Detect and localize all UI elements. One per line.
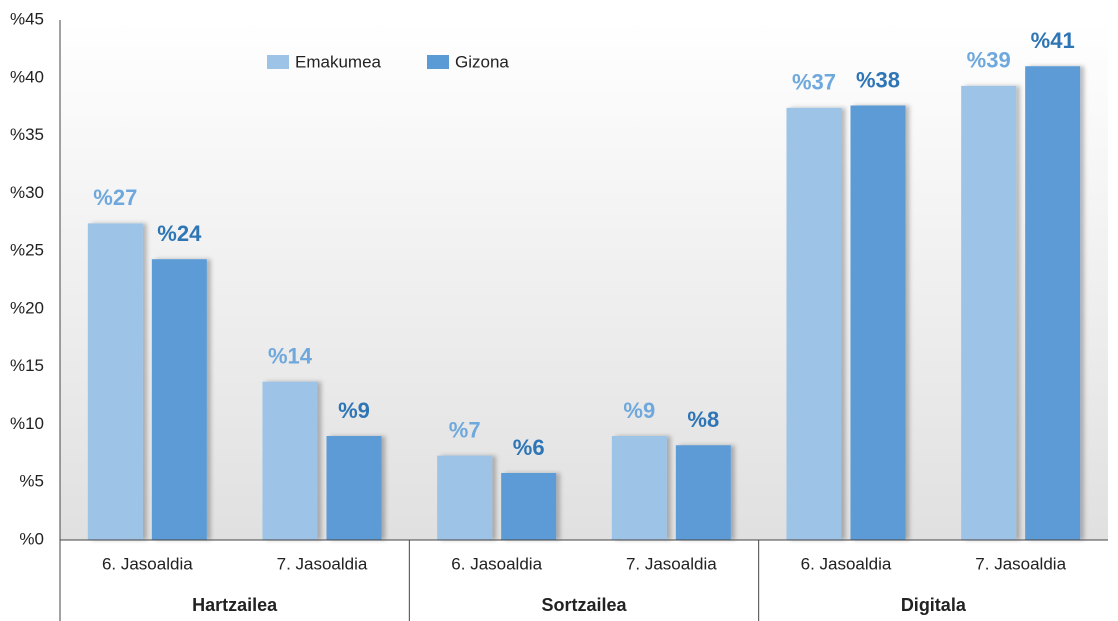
bar [437, 455, 493, 540]
group-label: Sortzailea [541, 595, 627, 615]
value-label: %14 [268, 344, 313, 369]
y-tick-label: %35 [10, 125, 44, 144]
value-label: %38 [856, 67, 900, 92]
bar [262, 381, 318, 540]
bar [611, 436, 667, 540]
bar [87, 223, 143, 540]
value-label: %37 [792, 70, 836, 95]
bar [961, 85, 1017, 540]
value-label: %27 [93, 185, 137, 210]
x-tick-label: 7. Jasoaldia [626, 554, 717, 573]
y-tick-label: %5 [19, 472, 44, 491]
group-label: Digitala [901, 595, 967, 615]
value-label: %24 [157, 221, 202, 246]
x-tick-label: 6. Jasoaldia [102, 554, 193, 573]
legend-label: Emakumea [295, 52, 382, 71]
x-tick-label: 7. Jasoaldia [277, 554, 368, 573]
value-label: %39 [967, 48, 1011, 73]
value-label: %7 [449, 417, 481, 442]
plot-area [60, 20, 1108, 540]
value-label: %8 [687, 407, 719, 432]
y-tick-label: %10 [10, 414, 44, 433]
bar [850, 105, 906, 540]
value-label: %41 [1031, 28, 1075, 53]
y-tick-label: %0 [19, 529, 44, 548]
y-tick-label: %15 [10, 356, 44, 375]
bar [501, 472, 557, 540]
bar [786, 107, 842, 541]
group-label: Hartzailea [192, 595, 278, 615]
bar [1025, 66, 1081, 540]
x-tick-label: 6. Jasoaldia [451, 554, 542, 573]
bar [675, 445, 731, 540]
legend-swatch [427, 55, 449, 69]
bar [326, 436, 382, 540]
legend-label: Gizona [455, 52, 509, 71]
y-tick-label: %45 [10, 9, 44, 28]
x-tick-label: 6. Jasoaldia [801, 554, 892, 573]
x-tick-label: 7. Jasoaldia [975, 554, 1066, 573]
value-label: %6 [513, 435, 545, 460]
y-tick-label: %20 [10, 298, 44, 317]
y-tick-label: %40 [10, 67, 44, 86]
value-label: %9 [623, 398, 655, 423]
legend-swatch [267, 55, 289, 69]
y-tick-label: %25 [10, 241, 44, 260]
bar [151, 259, 207, 540]
y-tick-label: %30 [10, 183, 44, 202]
value-label: %9 [338, 398, 370, 423]
